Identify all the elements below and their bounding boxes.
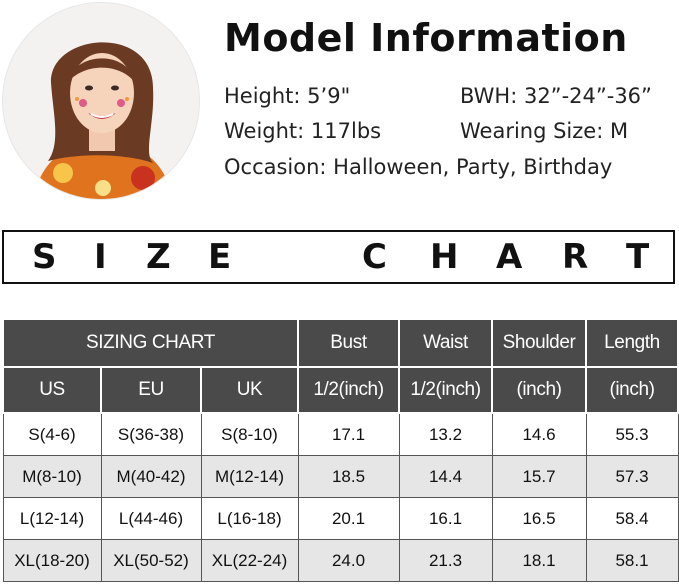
table-row: XL(18-20) XL(50-52) XL(22-24) 24.0 21.3 … xyxy=(2,539,679,582)
size-chart-table: SIZING CHART Bust Waist Shoulder Length … xyxy=(2,318,679,582)
header-eu: EU xyxy=(100,366,202,414)
unit-shoulder: (inch) xyxy=(491,366,587,414)
banner-letter: I xyxy=(94,237,107,277)
model-weight: Weight: 117lbs xyxy=(224,119,382,143)
cell-uk: XL(22-24) xyxy=(200,539,299,582)
header-uk: UK xyxy=(200,366,299,414)
banner-letter: E xyxy=(208,237,232,277)
cell-eu: S(36-38) xyxy=(100,412,202,456)
banner-letter: A xyxy=(496,237,523,277)
banner-letter: T xyxy=(626,237,650,277)
cell-length: 58.4 xyxy=(585,497,679,540)
cell-uk: L(16-18) xyxy=(200,497,299,540)
cell-us: S(4-6) xyxy=(2,412,102,456)
cell-shoulder: 18.1 xyxy=(491,539,587,582)
cell-waist: 21.3 xyxy=(398,539,493,582)
cell-us: M(8-10) xyxy=(2,455,102,498)
model-occasion: Occasion: Halloween, Party, Birthday xyxy=(224,155,613,179)
cell-bust: 18.5 xyxy=(297,455,400,498)
unit-waist: 1/2(inch) xyxy=(398,366,493,414)
cell-bust: 24.0 xyxy=(297,539,400,582)
unit-length: (inch) xyxy=(585,366,679,414)
cell-us: L(12-14) xyxy=(2,497,102,540)
cell-shoulder: 14.6 xyxy=(491,412,587,456)
model-height: Height: 5’9" xyxy=(224,84,351,108)
cell-bust: 17.1 xyxy=(297,412,400,456)
size-chart-banner: S I Z E C H A R T xyxy=(2,230,675,284)
header-us: US xyxy=(2,366,102,414)
unit-bust: 1/2(inch) xyxy=(297,366,400,414)
header-bust: Bust xyxy=(297,318,400,368)
banner-letter: H xyxy=(430,237,459,277)
model-wearing-size: Wearing Size: M xyxy=(460,119,629,143)
cell-eu: XL(50-52) xyxy=(100,539,202,582)
cell-shoulder: 15.7 xyxy=(491,455,587,498)
cell-us: XL(18-20) xyxy=(2,539,102,582)
cell-shoulder: 16.5 xyxy=(491,497,587,540)
header-shoulder: Shoulder xyxy=(491,318,587,368)
cell-length: 55.3 xyxy=(585,412,679,456)
cell-bust: 20.1 xyxy=(297,497,400,540)
banner-letter: R xyxy=(562,237,589,277)
cell-waist: 16.1 xyxy=(398,497,493,540)
model-bwh: BWH: 32”-24”-36” xyxy=(460,84,652,108)
banner-letter: C xyxy=(362,237,387,277)
model-photo xyxy=(2,2,200,200)
banner-letter: S xyxy=(32,237,57,277)
table-row: L(12-14) L(44-46) L(16-18) 20.1 16.1 16.… xyxy=(2,497,679,540)
header-waist: Waist xyxy=(398,318,493,368)
header-length: Length xyxy=(585,318,679,368)
cell-length: 58.1 xyxy=(585,539,679,582)
cell-length: 57.3 xyxy=(585,455,679,498)
cell-waist: 14.4 xyxy=(398,455,493,498)
cell-eu: M(40-42) xyxy=(100,455,202,498)
table-row: M(8-10) M(40-42) M(12-14) 18.5 14.4 15.7… xyxy=(2,455,679,498)
cell-waist: 13.2 xyxy=(398,412,493,456)
model-info-title: Model Information xyxy=(224,16,628,60)
header-sizing-chart: SIZING CHART xyxy=(2,318,299,368)
banner-letter: Z xyxy=(146,237,171,277)
cell-eu: L(44-46) xyxy=(100,497,202,540)
cell-uk: S(8-10) xyxy=(200,412,299,456)
cell-uk: M(12-14) xyxy=(200,455,299,498)
table-row: S(4-6) S(36-38) S(8-10) 17.1 13.2 14.6 5… xyxy=(2,412,679,456)
